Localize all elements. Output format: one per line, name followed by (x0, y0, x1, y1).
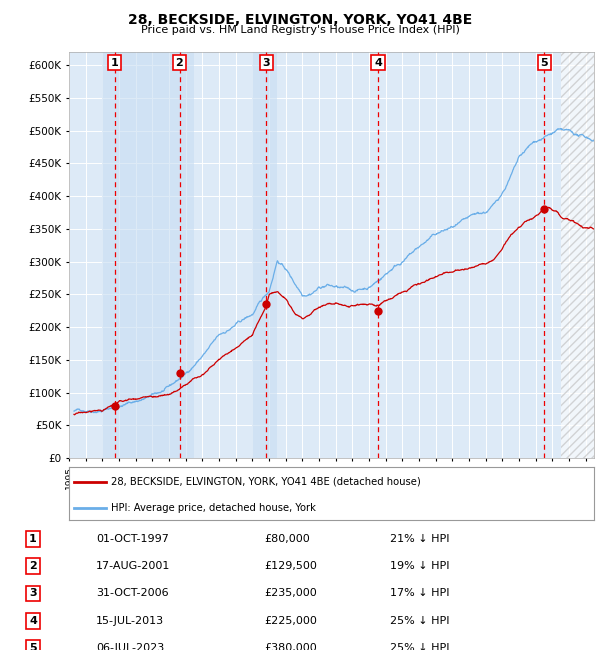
Text: £225,000: £225,000 (264, 616, 317, 626)
Text: 4: 4 (374, 58, 382, 68)
Bar (253, 52, 277, 458)
Text: 5: 5 (29, 643, 37, 650)
Text: 15-JUL-2013: 15-JUL-2013 (96, 616, 164, 626)
Bar (560, 52, 594, 458)
Bar (103, 52, 194, 458)
Text: Price paid vs. HM Land Registry's House Price Index (HPI): Price paid vs. HM Land Registry's House … (140, 25, 460, 34)
Text: 31-OCT-2006: 31-OCT-2006 (96, 588, 169, 599)
Text: 3: 3 (29, 588, 37, 599)
Text: 1: 1 (111, 58, 119, 68)
Text: 25% ↓ HPI: 25% ↓ HPI (390, 643, 449, 650)
Text: 06-JUL-2023: 06-JUL-2023 (96, 643, 164, 650)
Text: 28, BECKSIDE, ELVINGTON, YORK, YO41 4BE: 28, BECKSIDE, ELVINGTON, YORK, YO41 4BE (128, 13, 472, 27)
Text: 28, BECKSIDE, ELVINGTON, YORK, YO41 4BE (detached house): 28, BECKSIDE, ELVINGTON, YORK, YO41 4BE … (111, 476, 421, 487)
Text: 1: 1 (29, 534, 37, 544)
Text: 3: 3 (262, 58, 270, 68)
Text: 17-AUG-2001: 17-AUG-2001 (96, 561, 170, 571)
Text: HPI: Average price, detached house, York: HPI: Average price, detached house, York (111, 503, 316, 514)
Text: 01-OCT-1997: 01-OCT-1997 (96, 534, 169, 544)
Text: £235,000: £235,000 (264, 588, 317, 599)
Text: 19% ↓ HPI: 19% ↓ HPI (390, 561, 449, 571)
Text: 17% ↓ HPI: 17% ↓ HPI (390, 588, 449, 599)
Text: 2: 2 (176, 58, 184, 68)
Text: £80,000: £80,000 (264, 534, 310, 544)
Text: 4: 4 (29, 616, 37, 626)
Text: 2: 2 (29, 561, 37, 571)
Text: 25% ↓ HPI: 25% ↓ HPI (390, 616, 449, 626)
Text: £380,000: £380,000 (264, 643, 317, 650)
Text: 5: 5 (541, 58, 548, 68)
Text: £129,500: £129,500 (264, 561, 317, 571)
Text: 21% ↓ HPI: 21% ↓ HPI (390, 534, 449, 544)
